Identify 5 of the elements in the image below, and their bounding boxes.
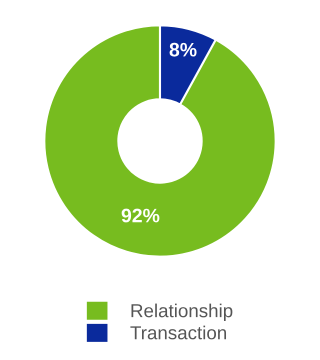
data-label: 8% (170, 42, 197, 57)
data-label: 92% (122, 208, 160, 222)
legend-label: Transaction (130, 326, 226, 340)
legend-label: Relationship (132, 304, 232, 322)
donut-slice (43, 24, 277, 258)
